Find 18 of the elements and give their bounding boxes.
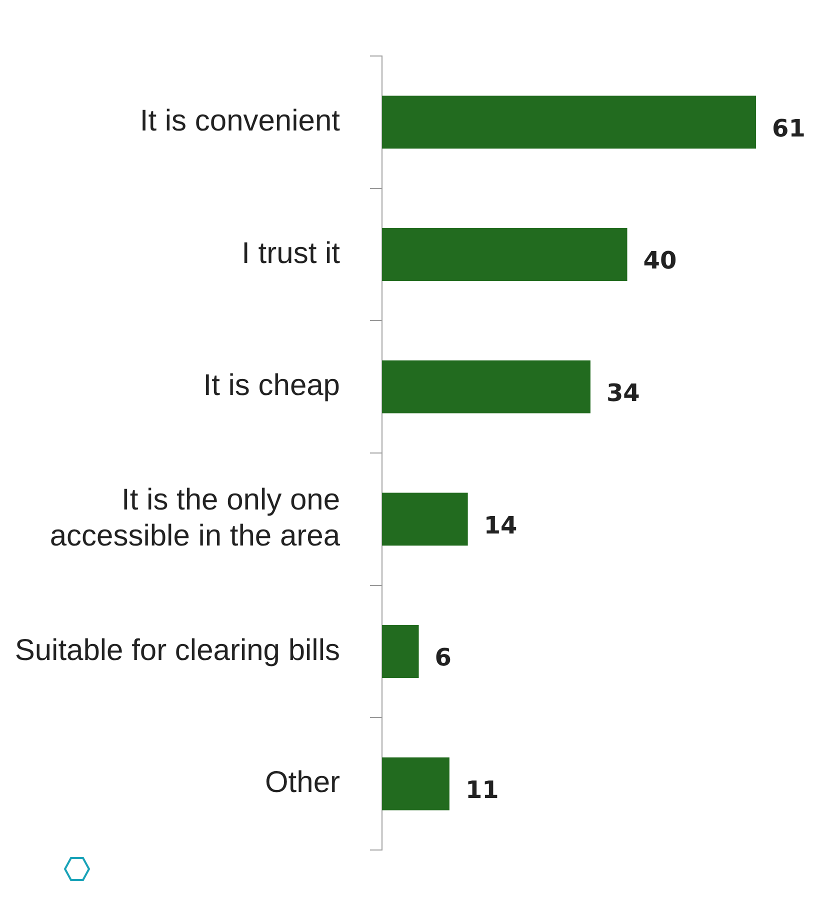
y-tick-label: It is cheap: [203, 369, 340, 402]
data-label: 40: [643, 246, 677, 275]
y-tick-label: It is the only one accessible in the area: [50, 483, 340, 552]
data-label: 6: [434, 644, 452, 672]
bar: [382, 757, 450, 810]
bar: [382, 228, 628, 281]
data-label: 34: [606, 379, 640, 408]
data-label: 11: [465, 776, 499, 804]
y-tick-label: It is convenient: [140, 104, 341, 138]
y-tick-label: Suitable for clearing bills: [14, 634, 340, 667]
bar: [382, 360, 590, 414]
bar: [382, 492, 468, 546]
y-tick-label: Other: [264, 766, 340, 800]
bar: [382, 625, 419, 678]
data-label: 61: [772, 114, 806, 142]
y-tick-label: I trust it: [242, 236, 341, 270]
bar: [382, 96, 756, 149]
data-label: 14: [484, 511, 518, 540]
